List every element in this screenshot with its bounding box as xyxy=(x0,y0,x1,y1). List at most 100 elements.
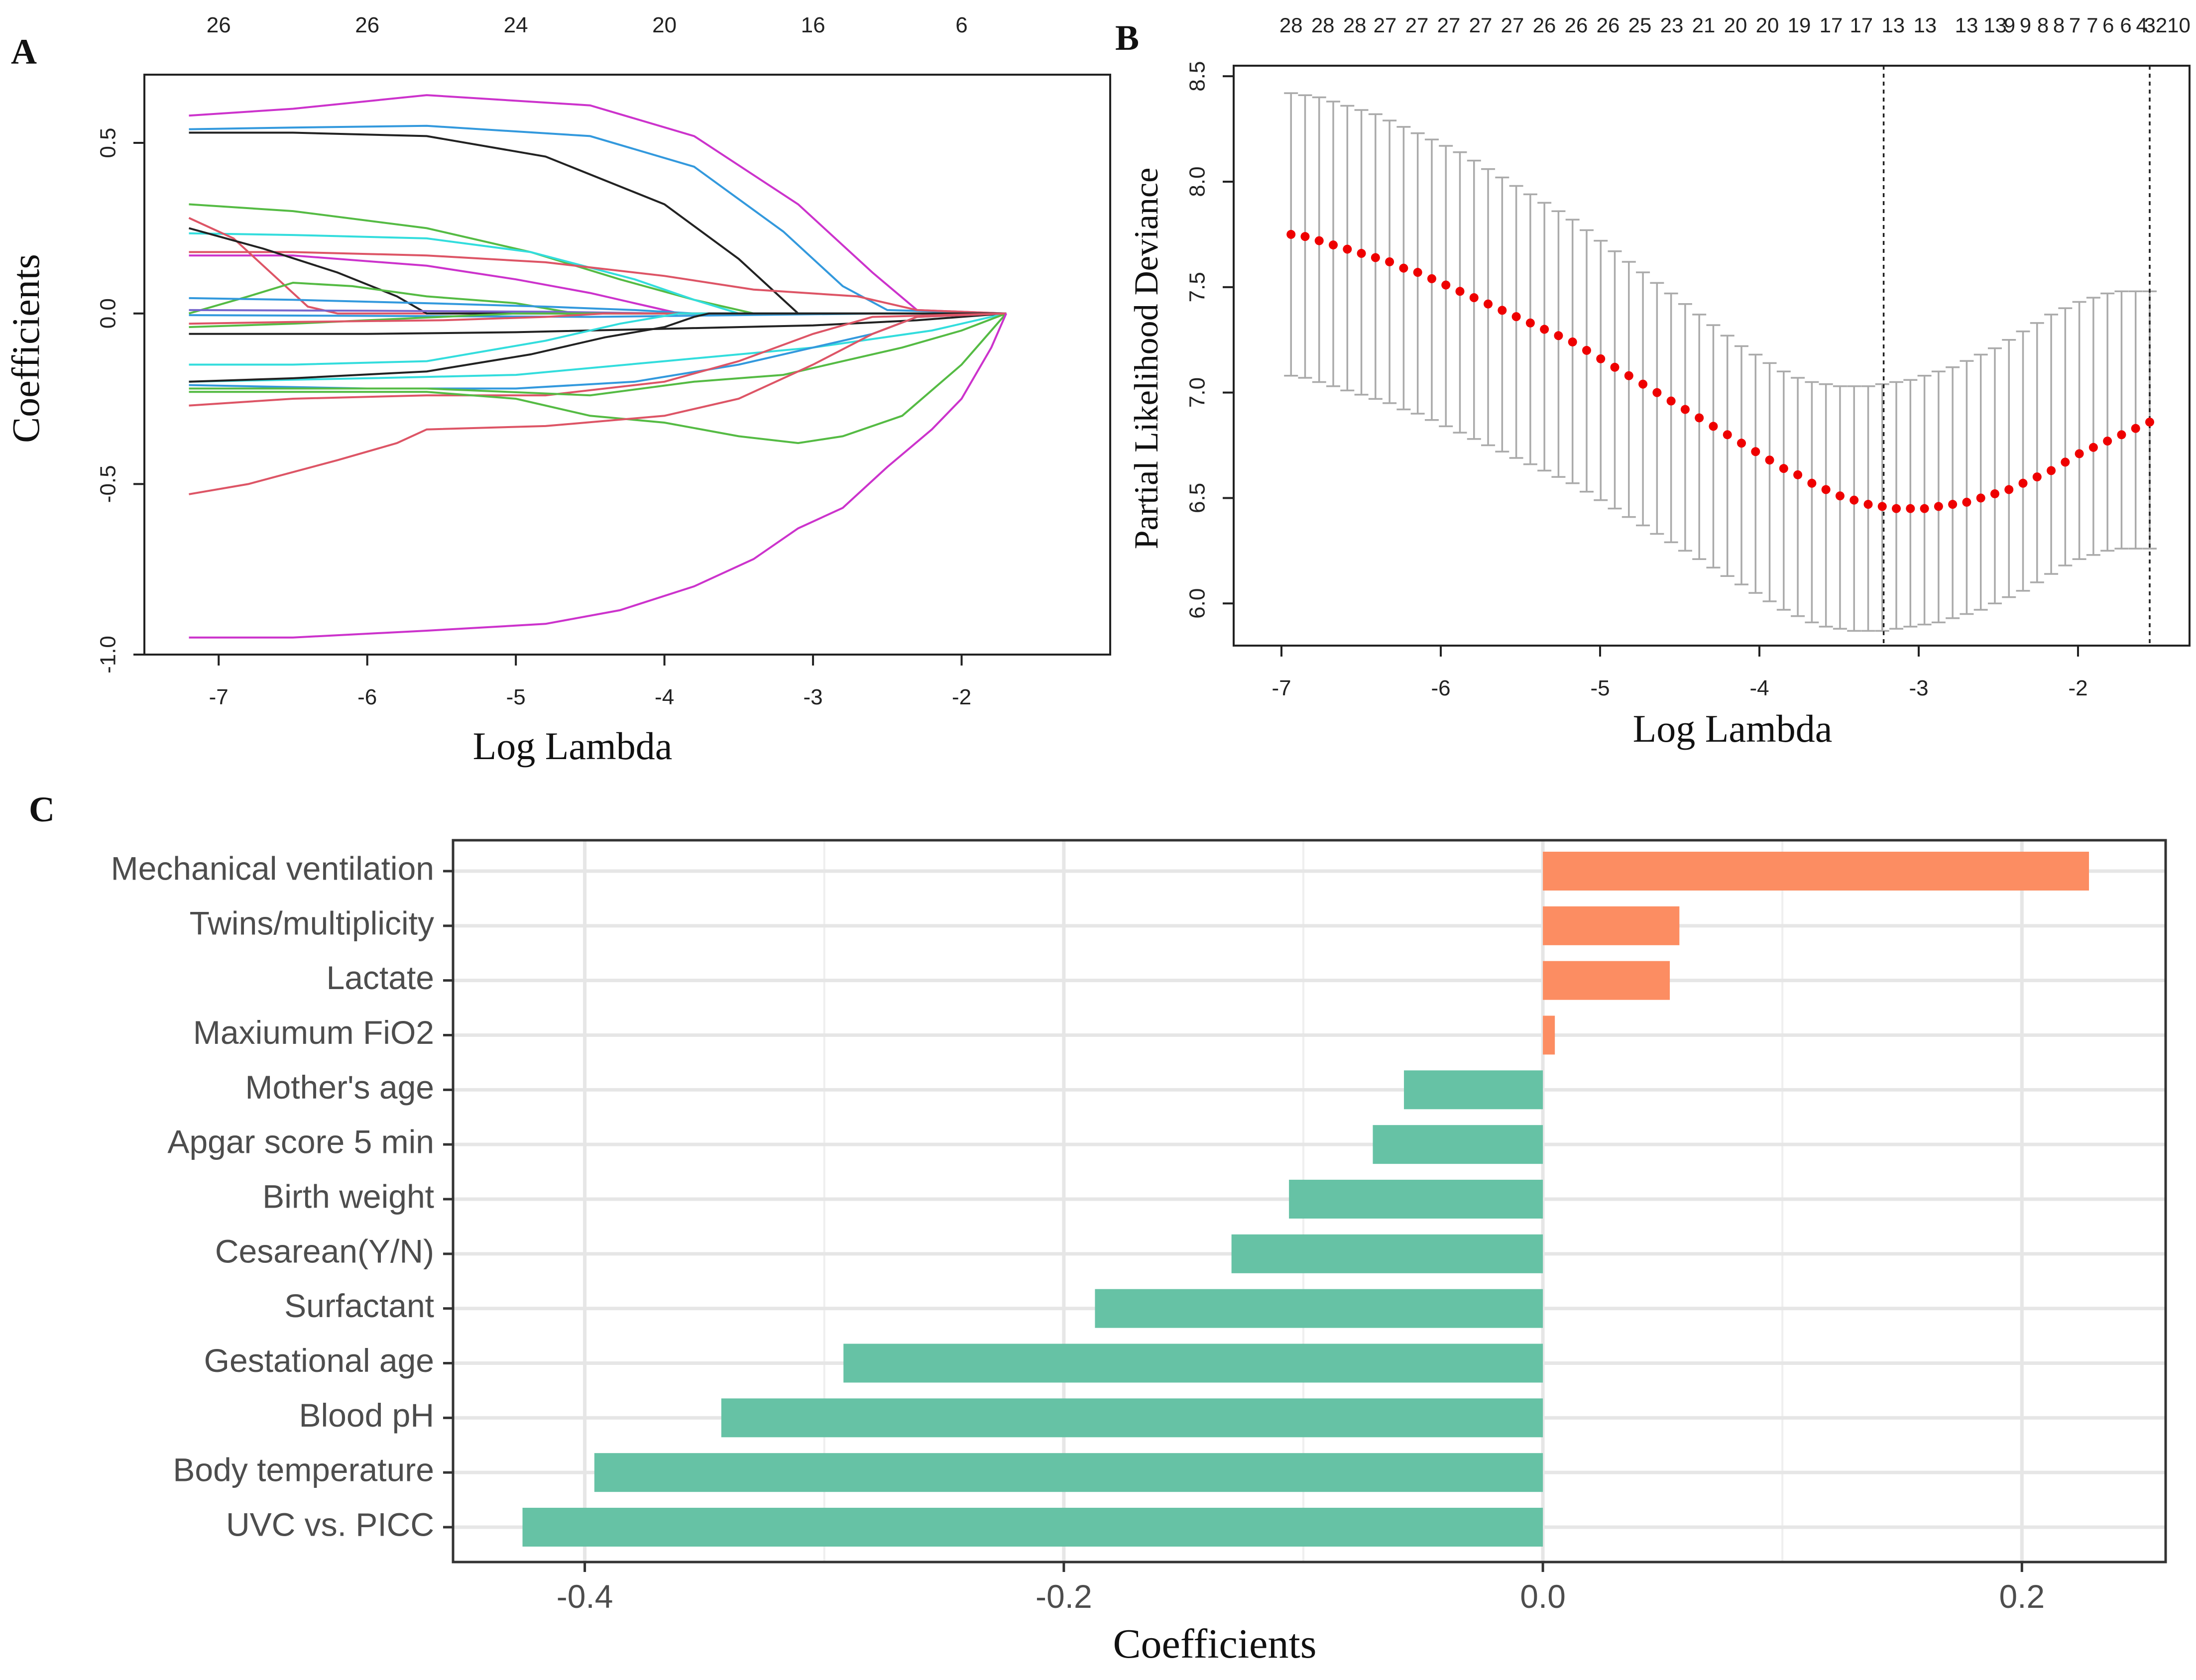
panel-b-top-count: 7 xyxy=(2069,13,2080,37)
panel-b-cross-validation: B -7 -6 -5 -4 -3 -2 6.0 6.5 7.0 7.5 8.0 8.5 28 28 28 27… xyxy=(1115,13,2191,750)
deviance-point xyxy=(1427,274,1436,283)
panel-a-ytick-label: 0.0 xyxy=(96,298,120,329)
deviance-point xyxy=(1610,362,1619,372)
deviance-point xyxy=(1343,244,1352,254)
panel-c-coefficient-bars: C Mechanical ventilation Twins/multiplici… xyxy=(29,789,2167,1667)
panel-b-ytick-label: 6.0 xyxy=(1185,588,1210,619)
deviance-point xyxy=(1680,405,1690,414)
coefficient-path-19 xyxy=(189,312,1007,383)
panel-b-ytick-label: 6.5 xyxy=(1185,483,1210,513)
panel-b-top-count: 13 xyxy=(1913,13,1937,37)
category-label: Surfactant xyxy=(284,1287,434,1324)
deviance-point xyxy=(1638,379,1648,389)
panel-b-top-count: 28 xyxy=(1279,13,1303,37)
bar-cesarean-y-n- xyxy=(1231,1234,1543,1273)
panel-c-plot-area xyxy=(452,839,2167,1564)
panel-b-ytick-label: 8.5 xyxy=(1185,61,1210,92)
deviance-point xyxy=(1511,312,1521,322)
panel-b-top-count: 7 xyxy=(2086,13,2098,37)
bar-lactate xyxy=(1543,961,1670,1000)
category-label: Lactate xyxy=(327,959,435,996)
panel-c-xtick-label: -0.2 xyxy=(1036,1578,1092,1615)
coefficient-path-25 xyxy=(189,313,1007,639)
panel-b-ytick-label: 8.0 xyxy=(1185,166,1210,197)
deviance-point xyxy=(1455,287,1465,296)
deviance-point xyxy=(1737,439,1746,448)
bar-body-temperature xyxy=(594,1453,1543,1492)
deviance-point xyxy=(1793,470,1803,479)
panel-b-xtick-label: -7 xyxy=(1271,676,1291,700)
panel-b-top-count: 28 xyxy=(1311,13,1335,37)
bar-surfactant xyxy=(1095,1289,1543,1328)
panel-b-deviance-points xyxy=(1286,229,2154,513)
panel-b-top-count: 13 xyxy=(1955,13,1978,37)
panel-a-lasso-coefficient-paths: A -7 -6 -5 -4 -3 -2-1.0-0.50.00.526 26 24 20 16 6 … xyxy=(4,13,1111,768)
deviance-point xyxy=(1540,325,1549,334)
panel-b-label: B xyxy=(1115,18,1139,58)
deviance-point xyxy=(1835,491,1845,501)
deviance-point xyxy=(2075,449,2084,458)
coefficient-path-2 xyxy=(189,124,1007,315)
deviance-point xyxy=(1525,318,1535,328)
panel-a-ylabel: Coefficients xyxy=(4,254,47,443)
deviance-point xyxy=(1568,337,1577,346)
coefficient-path-6 xyxy=(189,251,1007,315)
panel-b-xtick-label: -2 xyxy=(2068,676,2087,700)
panel-b-top-count: 27 xyxy=(1437,13,1461,37)
deviance-point xyxy=(1765,455,1774,465)
panel-c-label: C xyxy=(29,789,55,829)
deviance-point xyxy=(1976,493,1985,503)
panel-b-top-count: 19 xyxy=(1788,13,1811,37)
category-label: Birth weight xyxy=(262,1178,434,1215)
panel-c-axes: Mechanical ventilation Twins/multiplicity… xyxy=(111,850,2045,1615)
category-label: Body temperature xyxy=(173,1452,434,1488)
panel-b-xtick-label: -5 xyxy=(1590,676,1610,700)
panel-c-xtick-label: 0.0 xyxy=(1520,1578,1566,1615)
coefficient-path-24 xyxy=(189,312,1007,495)
panel-a-top-count: 24 xyxy=(504,13,528,37)
panel-a-ytick-label: -0.5 xyxy=(96,465,120,503)
coefficient-path-17 xyxy=(189,312,1007,366)
deviance-point xyxy=(2117,430,2126,440)
deviance-point xyxy=(1385,257,1394,266)
deviance-point xyxy=(2131,424,2140,433)
coefficient-path-14 xyxy=(189,312,1007,335)
panel-b-axes: -7 -6 -5 -4 -3 -2 6.0 6.5 7.0 7.5 8.0 8.5 28 28 28 27 27… xyxy=(1185,13,2191,700)
deviance-point xyxy=(1892,504,1901,513)
panel-a-ytick-label: 0.5 xyxy=(96,127,120,158)
deviance-point xyxy=(1286,229,1296,239)
deviance-point xyxy=(1399,263,1408,273)
panel-b-top-count: 27 xyxy=(1469,13,1493,37)
panel-b-ytick-label: 7.5 xyxy=(1185,272,1210,302)
panel-c-bars xyxy=(522,852,2089,1547)
panel-b-top-count: 4 xyxy=(2136,13,2147,37)
coefficient-path-16 xyxy=(189,312,1007,325)
panel-b-top-count: 23 xyxy=(1660,13,1684,37)
deviance-point xyxy=(1484,299,1493,309)
coefficient-path-18 xyxy=(189,312,1007,383)
deviance-point xyxy=(1357,249,1366,258)
deviance-point xyxy=(1990,489,1999,498)
deviance-point xyxy=(1849,495,1859,505)
panel-b-top-count: 21 xyxy=(1692,13,1716,37)
panel-a-xtick-label: -5 xyxy=(506,685,526,709)
deviance-point xyxy=(1948,500,1958,509)
category-label: Twins/multiplicity xyxy=(190,904,434,941)
deviance-point xyxy=(1300,232,1310,241)
bar-blood-ph xyxy=(721,1398,1543,1438)
panel-a-coefficient-lines xyxy=(188,94,1007,639)
panel-b-top-count: 9 xyxy=(2020,13,2031,37)
bar-gestational-age xyxy=(843,1344,1543,1383)
panel-b-xtick-label: -3 xyxy=(1909,676,1928,700)
panel-b-top-count: 6 xyxy=(2120,13,2131,37)
panel-b-top-count: 27 xyxy=(1405,13,1429,37)
panel-b-top-count: 20 xyxy=(1756,13,1779,37)
bar-maxiumum-fio2 xyxy=(1543,1015,1555,1055)
bar-apgar-score-5-min xyxy=(1373,1125,1543,1164)
panel-a-xtick-label: -7 xyxy=(209,685,229,709)
deviance-point xyxy=(1441,280,1451,290)
deviance-point xyxy=(1877,502,1887,511)
deviance-point xyxy=(2018,478,2028,488)
panel-a-xtick-label: -3 xyxy=(804,685,823,709)
